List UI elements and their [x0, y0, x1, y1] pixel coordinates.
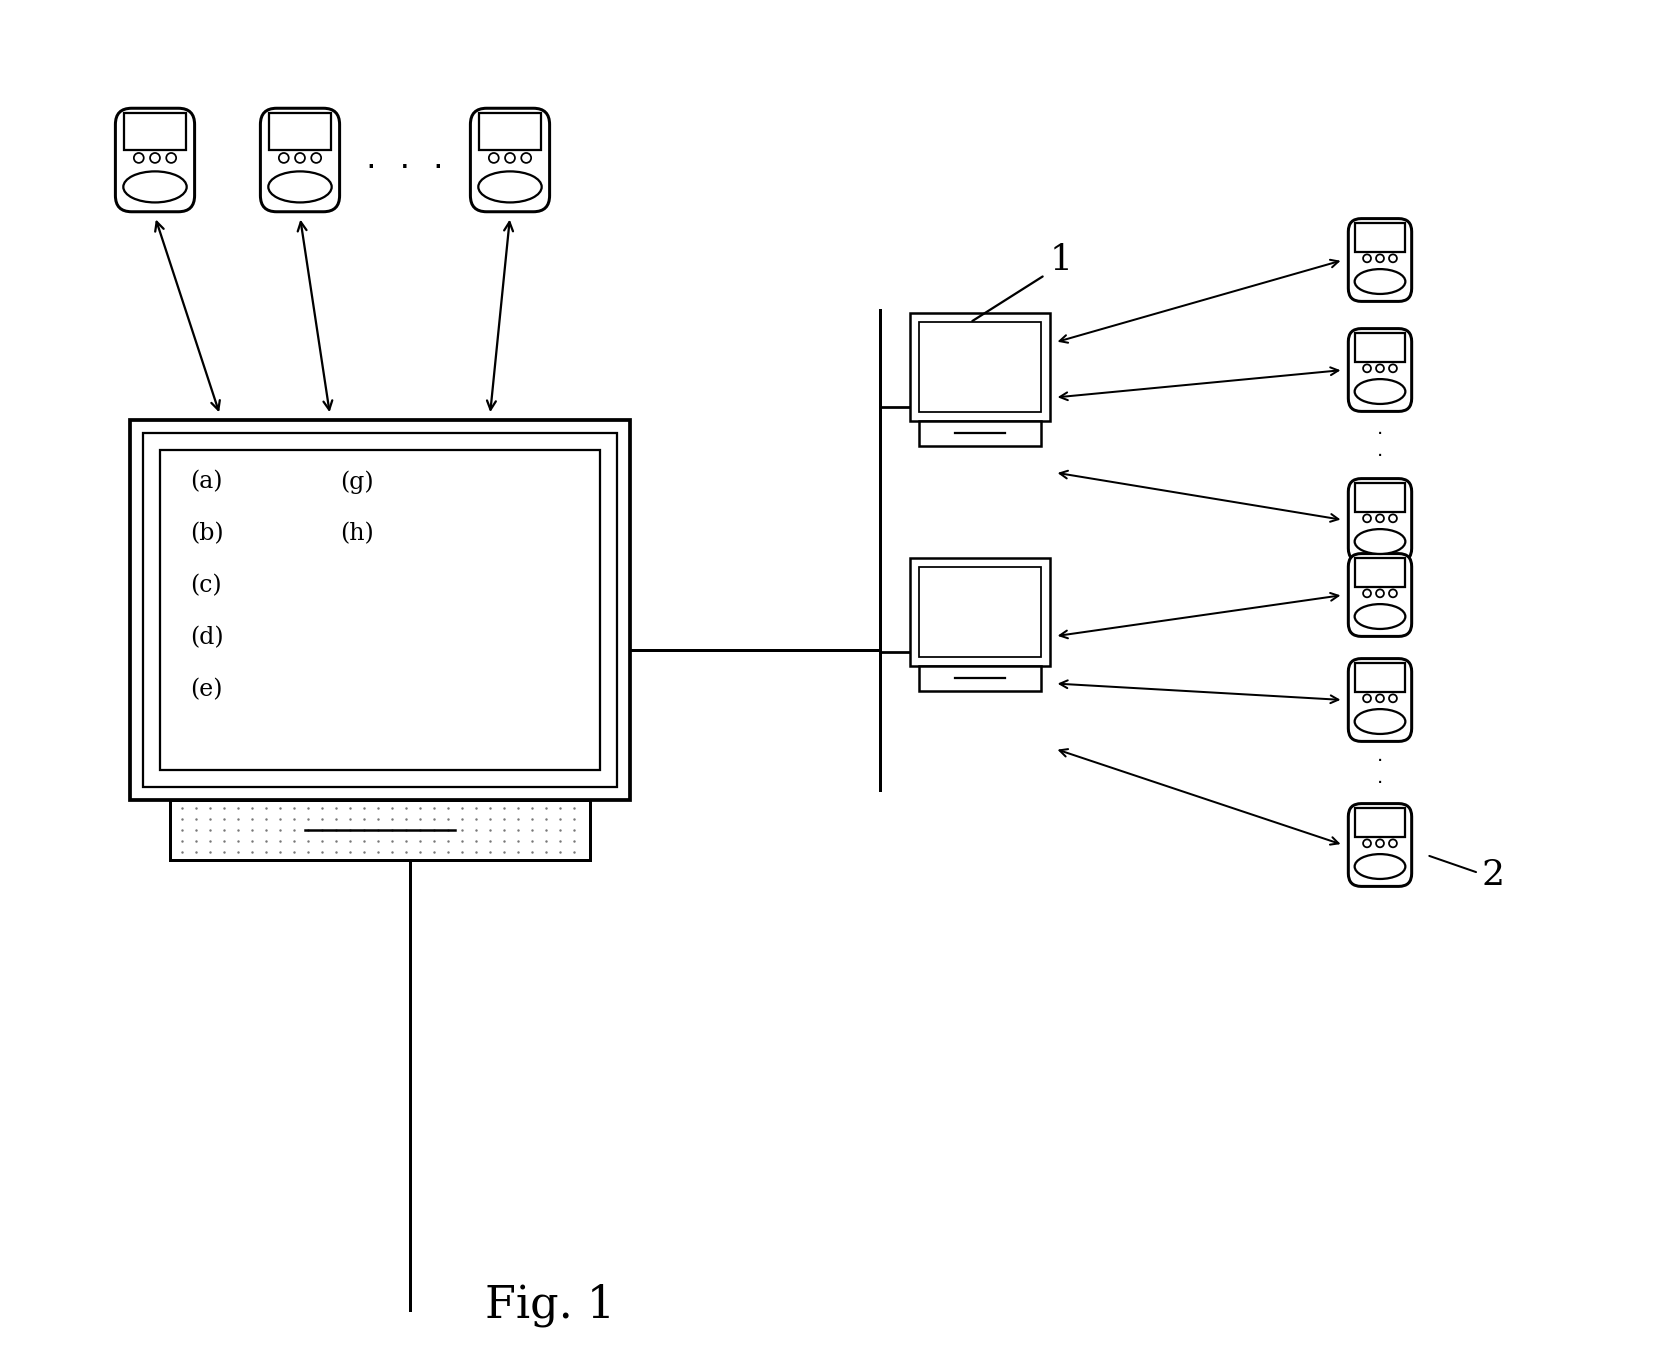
- Circle shape: [1376, 695, 1384, 702]
- Ellipse shape: [1354, 529, 1406, 554]
- FancyBboxPatch shape: [115, 109, 194, 212]
- Text: ·
·: · ·: [1376, 424, 1383, 465]
- Bar: [920, 321, 1040, 412]
- Bar: [1356, 223, 1404, 252]
- Bar: [1356, 483, 1404, 511]
- Ellipse shape: [1354, 604, 1406, 628]
- Circle shape: [311, 152, 321, 163]
- Text: (h): (h): [339, 522, 375, 545]
- Text: 1: 1: [1050, 243, 1073, 277]
- Circle shape: [1376, 514, 1384, 522]
- Text: (c): (c): [191, 574, 222, 597]
- Text: (e): (e): [191, 679, 222, 700]
- Circle shape: [1363, 364, 1371, 373]
- Circle shape: [1363, 695, 1371, 702]
- Ellipse shape: [1354, 709, 1406, 734]
- Bar: [1356, 662, 1404, 692]
- FancyBboxPatch shape: [1348, 219, 1411, 302]
- Bar: [920, 567, 1040, 657]
- Text: (g): (g): [339, 471, 373, 494]
- Circle shape: [166, 152, 176, 163]
- Text: (d): (d): [191, 626, 224, 649]
- Bar: [144, 432, 617, 787]
- Circle shape: [150, 152, 161, 163]
- Bar: [920, 420, 1040, 446]
- Bar: [920, 665, 1040, 691]
- FancyBboxPatch shape: [1348, 479, 1411, 562]
- Circle shape: [1389, 695, 1396, 702]
- Ellipse shape: [1354, 854, 1406, 879]
- FancyBboxPatch shape: [1348, 658, 1411, 741]
- Circle shape: [1363, 514, 1371, 522]
- FancyBboxPatch shape: [470, 109, 550, 212]
- Circle shape: [1363, 839, 1371, 847]
- Circle shape: [294, 152, 304, 163]
- Circle shape: [1376, 364, 1384, 373]
- FancyBboxPatch shape: [1348, 554, 1411, 636]
- FancyBboxPatch shape: [261, 109, 339, 212]
- Text: . . .: . . .: [363, 146, 446, 174]
- Bar: [124, 113, 186, 150]
- Bar: [1356, 558, 1404, 586]
- Bar: [269, 113, 331, 150]
- Circle shape: [522, 152, 532, 163]
- Circle shape: [505, 152, 515, 163]
- Circle shape: [488, 152, 498, 163]
- Ellipse shape: [124, 171, 187, 203]
- Ellipse shape: [268, 171, 331, 203]
- Text: ·
·: · ·: [1376, 752, 1383, 793]
- Circle shape: [1376, 589, 1384, 597]
- Bar: [130, 420, 630, 800]
- Text: (b): (b): [191, 522, 224, 545]
- Circle shape: [1389, 514, 1396, 522]
- Bar: [910, 313, 1050, 420]
- Circle shape: [1363, 589, 1371, 597]
- Text: Fig. 1: Fig. 1: [485, 1284, 615, 1327]
- Circle shape: [134, 152, 144, 163]
- Bar: [171, 800, 590, 860]
- Bar: [1356, 808, 1404, 836]
- Ellipse shape: [478, 171, 542, 203]
- FancyBboxPatch shape: [1348, 804, 1411, 887]
- Bar: [1356, 333, 1404, 362]
- Bar: [910, 558, 1050, 665]
- Text: (a): (a): [191, 471, 222, 494]
- Circle shape: [1389, 254, 1396, 262]
- Circle shape: [1389, 364, 1396, 373]
- Bar: [480, 113, 540, 150]
- Circle shape: [1363, 254, 1371, 262]
- Circle shape: [1376, 254, 1384, 262]
- Ellipse shape: [1354, 269, 1406, 294]
- Bar: [161, 450, 600, 770]
- Circle shape: [279, 152, 289, 163]
- Circle shape: [1376, 839, 1384, 847]
- FancyBboxPatch shape: [1348, 329, 1411, 411]
- Circle shape: [1389, 839, 1396, 847]
- Text: 2: 2: [1481, 858, 1505, 892]
- Ellipse shape: [1354, 379, 1406, 404]
- Circle shape: [1389, 589, 1396, 597]
